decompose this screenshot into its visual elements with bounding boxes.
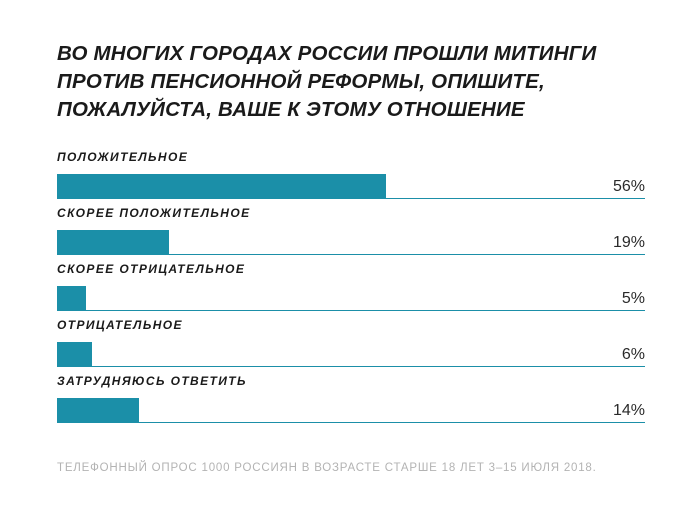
footnote: ТЕЛЕФОННЫЙ ОПРОС 1000 РОССИЯН В ВОЗРАСТЕ… (57, 462, 597, 474)
category-label: ПОЛОЖИТЕЛЬНОЕ (57, 150, 189, 164)
bar-row: ПОЛОЖИТЕЛЬНОЕ 56% (57, 150, 645, 200)
bar-track: 14% (57, 398, 645, 423)
bar-row: ОТРИЦАТЕЛЬНОЕ 6% (57, 318, 645, 368)
bar-row: ЗАТРУДНЯЮСЬ ОТВЕТИТЬ 14% (57, 374, 645, 424)
bar-track: 5% (57, 286, 645, 311)
bar-track: 6% (57, 342, 645, 367)
bar-track: 56% (57, 174, 645, 199)
bar (57, 286, 87, 310)
category-label: ОТРИЦАТЕЛЬНОЕ (57, 318, 183, 332)
bar (57, 398, 140, 422)
bar (57, 342, 93, 366)
value-label: 14% (612, 402, 645, 419)
category-label: СКОРЕЕ ПОЛОЖИТЕЛЬНОЕ (57, 206, 251, 220)
bar (57, 230, 169, 254)
bar (57, 174, 387, 198)
value-label: 5% (621, 290, 645, 307)
bar-track: 19% (57, 230, 645, 255)
value-label: 6% (621, 346, 645, 363)
value-label: 56% (612, 178, 645, 195)
bar-row: СКОРЕЕ ОТРИЦАТЕЛЬНОЕ 5% (57, 262, 645, 312)
value-label: 19% (612, 234, 645, 251)
category-label: ЗАТРУДНЯЮСЬ ОТВЕТИТЬ (57, 374, 247, 388)
chart-title: ВО МНОГИХ ГОРОДАХ РОССИИ ПРОШЛИ МИТИНГИ … (57, 42, 597, 121)
category-label: СКОРЕЕ ОТРИЦАТЕЛЬНОЕ (57, 262, 246, 276)
bar-row: СКОРЕЕ ПОЛОЖИТЕЛЬНОЕ 19% (57, 206, 645, 256)
